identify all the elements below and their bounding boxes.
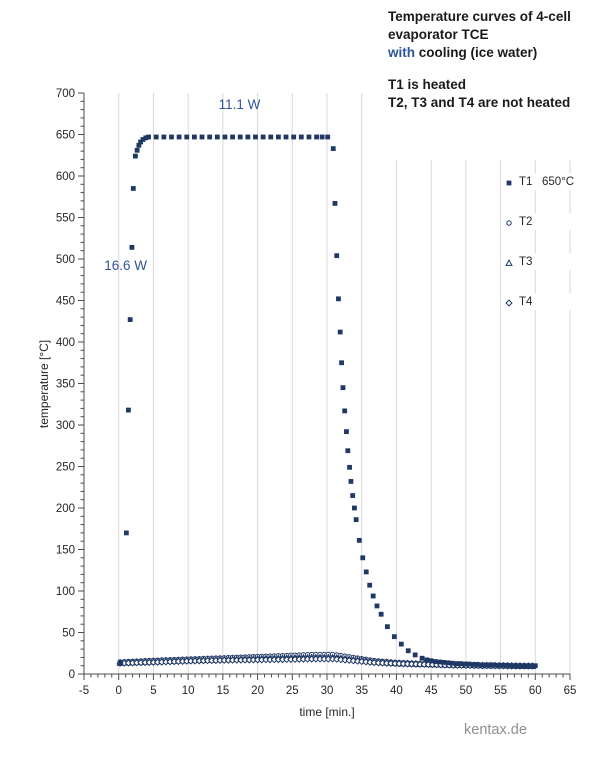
- title-line-1: Temperature curves of 4-cell: [388, 9, 571, 24]
- legend-item-t4: T4: [502, 293, 598, 310]
- svg-text:500: 500: [56, 254, 75, 266]
- svg-text:35: 35: [355, 685, 368, 697]
- svg-text:20: 20: [251, 685, 264, 697]
- legend-label-t4: T4: [519, 295, 533, 308]
- svg-text:650: 650: [56, 130, 75, 142]
- svg-text:65: 65: [564, 685, 577, 697]
- svg-text:200: 200: [56, 503, 75, 515]
- legend-label-t2: T2: [519, 215, 533, 228]
- svg-text:45: 45: [425, 685, 438, 697]
- title-line-3: with cooling (ice water): [388, 44, 593, 62]
- svg-text:0: 0: [69, 669, 75, 681]
- legend-item-t3: T3: [502, 253, 598, 270]
- legend-item-t1: T1 650°C: [502, 173, 598, 190]
- title-line-2: evaporator TCE: [388, 27, 489, 42]
- svg-text:50: 50: [62, 628, 75, 640]
- legend-item-t2: T2: [502, 213, 598, 230]
- svg-text:-5: -5: [79, 685, 89, 697]
- svg-text:11.1 W: 11.1 W: [219, 97, 261, 112]
- svg-text:450: 450: [56, 296, 75, 308]
- subtitle-line-2: T2, T3 and T4 are not heated: [388, 95, 571, 110]
- title-spacer: [388, 62, 593, 76]
- legend-label-t3: T3: [519, 255, 533, 268]
- svg-text:16.6 W: 16.6 W: [104, 258, 147, 273]
- t4-diamond-marker-icon: [502, 295, 516, 309]
- title-word-with: with: [388, 45, 415, 60]
- svg-text:150: 150: [56, 545, 75, 557]
- svg-text:60: 60: [529, 685, 542, 697]
- svg-text:350: 350: [56, 379, 75, 391]
- subtitle-line-1: T1 is heated: [388, 77, 467, 92]
- svg-text:40: 40: [390, 685, 403, 697]
- t3-triangle-marker-icon: [502, 255, 516, 269]
- svg-text:0: 0: [116, 685, 122, 697]
- title-line-3-rest: cooling (ice water): [415, 45, 538, 60]
- svg-text:600: 600: [56, 171, 75, 183]
- svg-text:25: 25: [286, 685, 299, 697]
- svg-text:30: 30: [321, 685, 334, 697]
- t2-circle-marker-icon: [502, 215, 516, 229]
- svg-text:250: 250: [56, 462, 75, 474]
- y-axis-title: temperature [°C]: [37, 339, 51, 429]
- legend-label-t1: T1 650°C: [519, 175, 575, 188]
- svg-text:700: 700: [56, 88, 75, 100]
- watermark: kentax.de: [464, 722, 527, 738]
- svg-text:55: 55: [494, 685, 507, 697]
- svg-text:15: 15: [216, 685, 229, 697]
- svg-text:300: 300: [56, 420, 75, 432]
- t1-square-marker-icon: [502, 175, 516, 189]
- chart-title: Temperature curves of 4-cell evaporator …: [388, 8, 593, 160]
- x-axis-title: time [min.]: [299, 705, 355, 719]
- svg-text:5: 5: [150, 685, 156, 697]
- svg-text:550: 550: [56, 213, 75, 225]
- svg-text:50: 50: [459, 685, 472, 697]
- svg-text:400: 400: [56, 337, 75, 349]
- svg-text:10: 10: [182, 685, 195, 697]
- svg-text:100: 100: [56, 586, 75, 598]
